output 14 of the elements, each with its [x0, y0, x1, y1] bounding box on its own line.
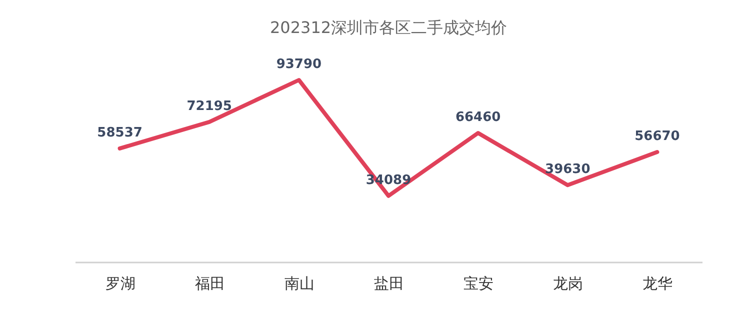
- x-tick-label: 福田: [194, 274, 225, 292]
- x-tick-label: 龙岗: [553, 274, 584, 292]
- chart-title: 202312深圳市各区二手成交均价: [270, 18, 508, 37]
- data-label: 93790: [276, 57, 322, 72]
- x-tick-label: 南山: [284, 274, 314, 292]
- data-label: 72195: [186, 98, 232, 114]
- x-tick-label: 宝安: [464, 274, 494, 292]
- data-label: 66460: [455, 110, 501, 126]
- x-tick-label: 盐田: [374, 274, 404, 292]
- data-label: 39630: [545, 162, 590, 178]
- data-label: 56670: [634, 129, 680, 144]
- x-tick-label: 罗湖: [105, 274, 136, 292]
- x-tick-label: 龙华: [642, 274, 673, 292]
- data-label: 58537: [97, 125, 142, 140]
